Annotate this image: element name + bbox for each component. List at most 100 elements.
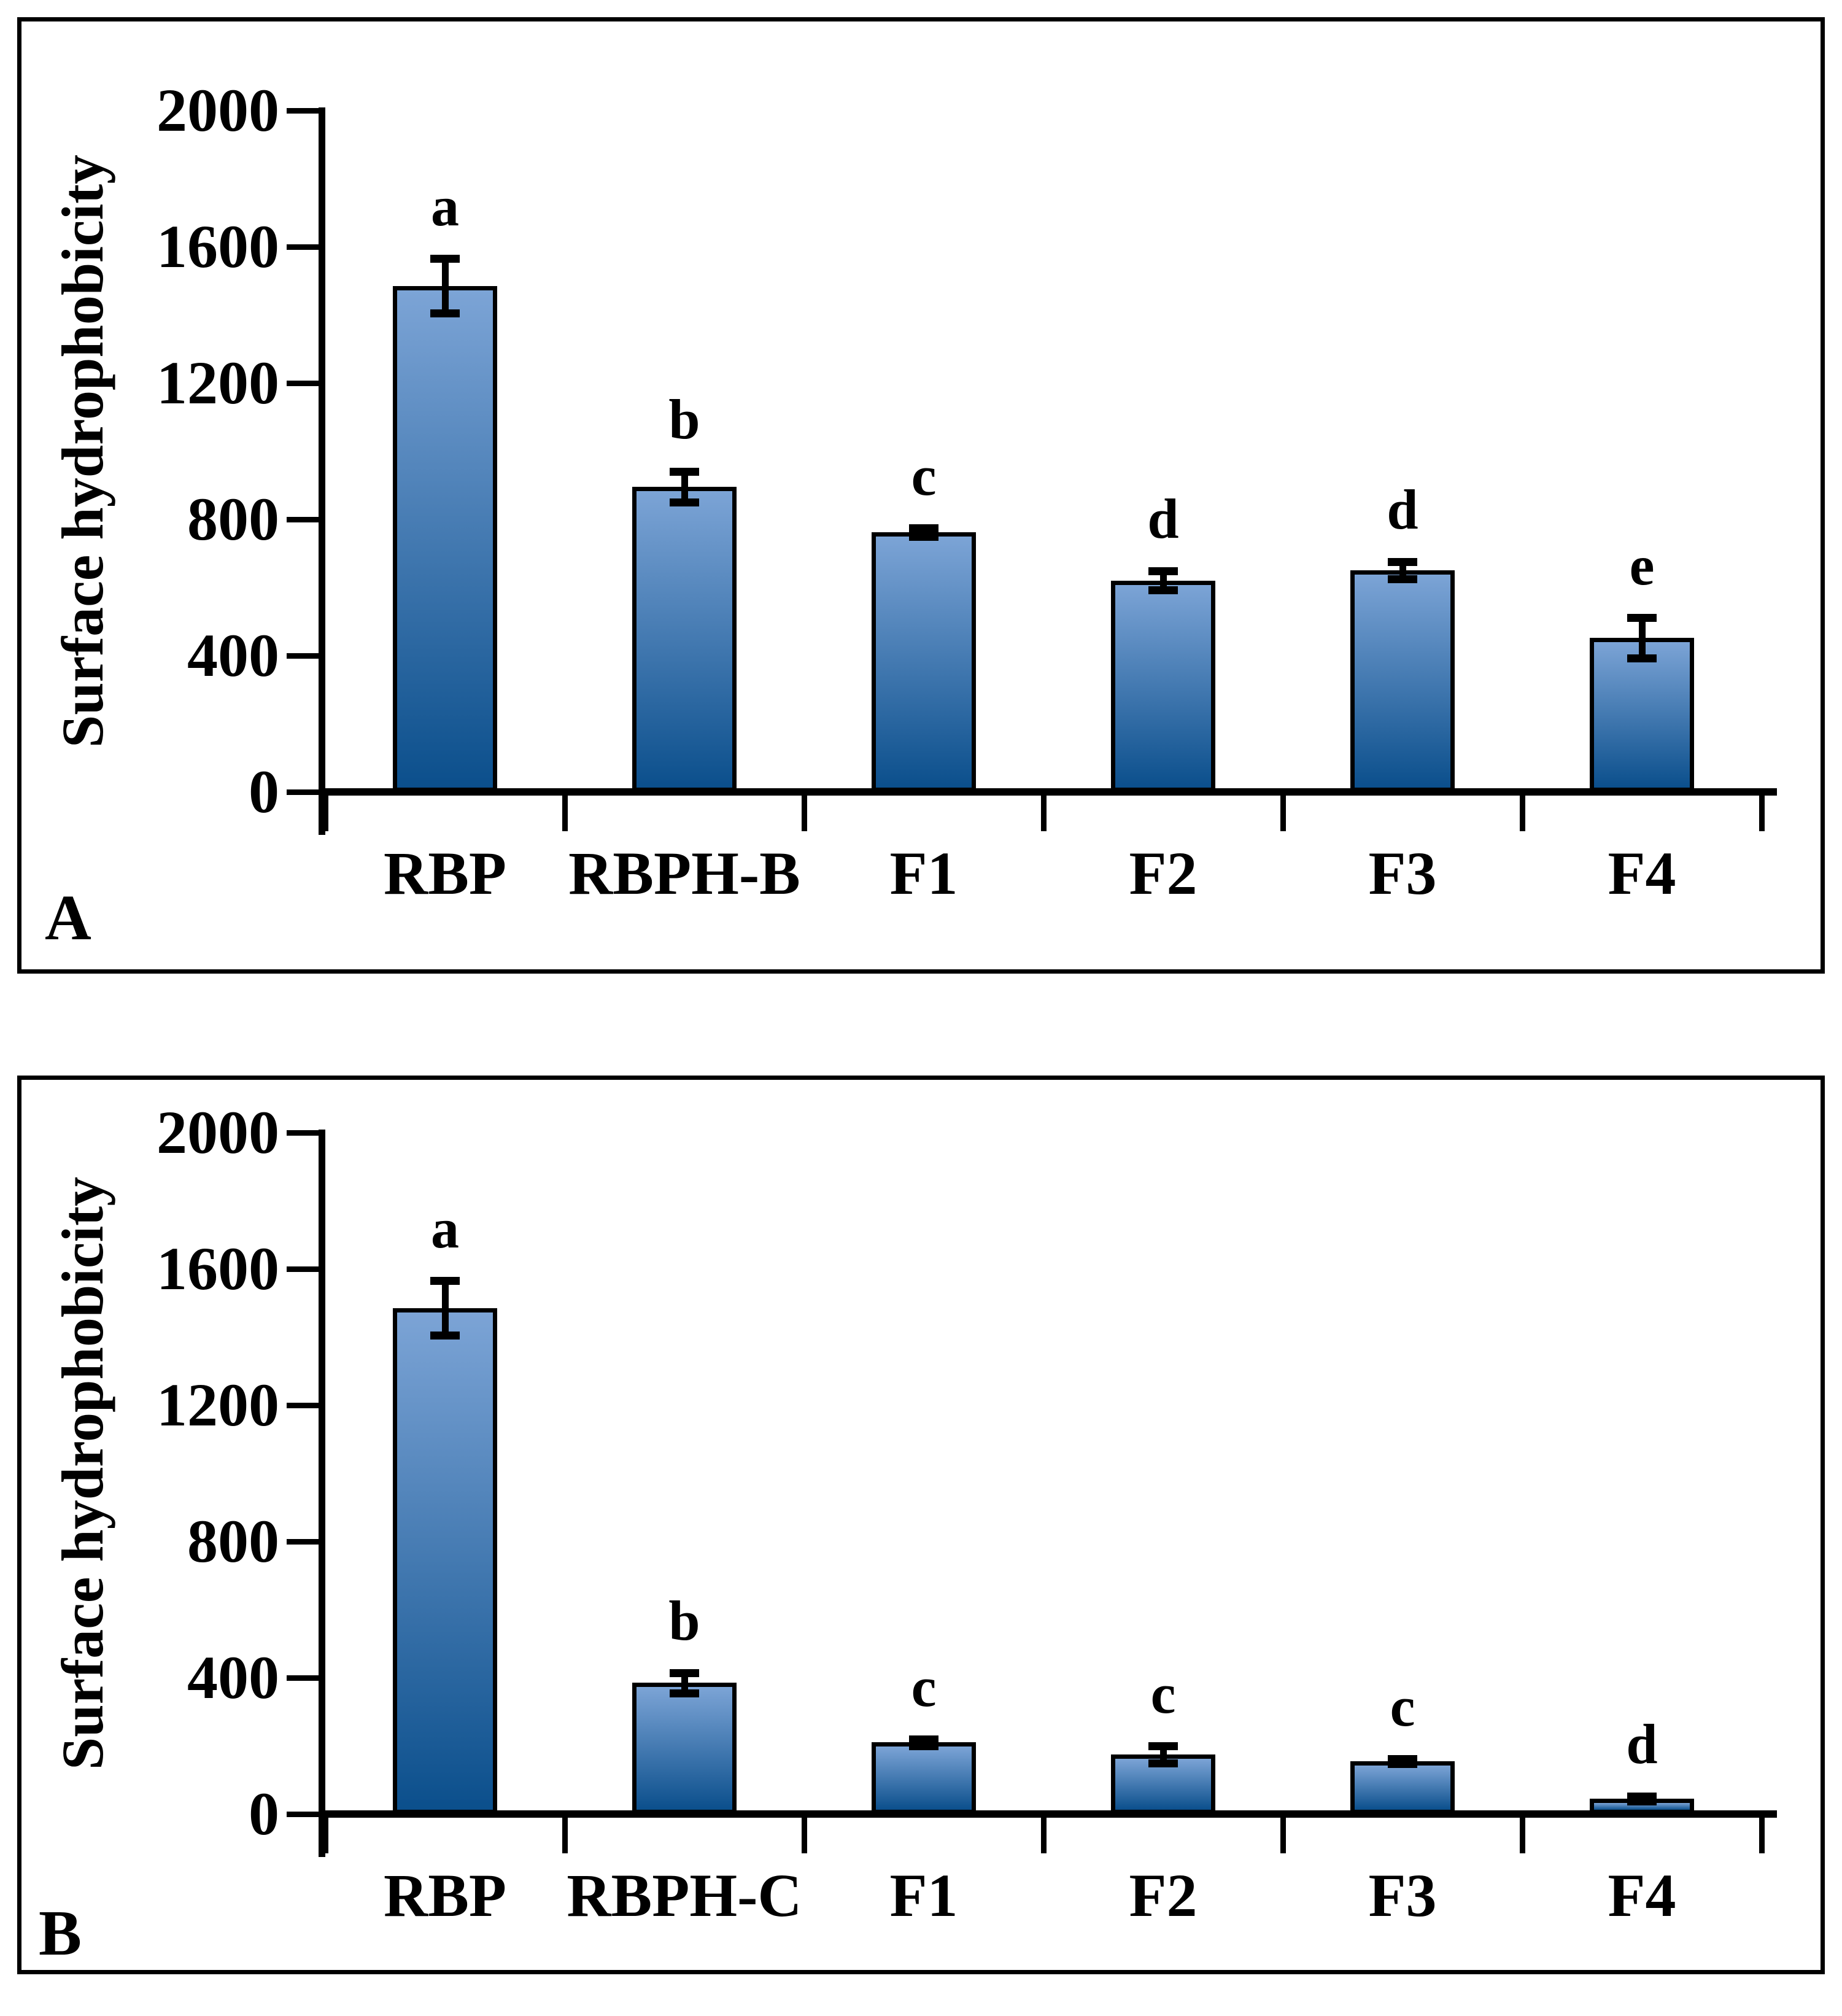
y-tick-label: 1600 <box>157 212 279 281</box>
y-tick-mark <box>287 1812 319 1817</box>
x-category-label: F1 <box>889 1861 958 1929</box>
x-axis-line <box>319 788 1777 796</box>
x-category-label: F1 <box>889 839 958 907</box>
bar-rbp <box>393 285 497 792</box>
error-bar-line <box>1399 562 1406 580</box>
y-tick-mark <box>287 108 319 114</box>
y-axis-title-b: Surface hydrophobicity <box>50 1176 115 1770</box>
error-bar-cap-bottom <box>670 1689 699 1697</box>
plot-area-a: 0 400 800 1200 1600 2000 a RBP b RBPH-B c F1 d F2 d F3 e… <box>157 76 1777 907</box>
panel-letter-a: A <box>45 882 91 953</box>
x-tick-mark <box>562 1818 568 1853</box>
error-bar-line <box>1638 617 1646 659</box>
x-tick-mark <box>1520 796 1525 831</box>
error-bar-cap-bottom <box>1627 1797 1657 1806</box>
y-tick-label: 2000 <box>157 76 279 144</box>
y-axis-line <box>319 1130 325 1857</box>
y-tick-mark <box>287 244 319 250</box>
sig-letter: b <box>668 1589 700 1652</box>
error-bar-cap-top <box>909 1735 938 1743</box>
x-tick-mark <box>1520 1818 1525 1853</box>
error-bar-cap-bottom <box>1148 586 1178 595</box>
error-bar-cap-top <box>430 255 460 263</box>
y-tick-mark <box>287 789 319 795</box>
y-tick-mark <box>287 381 319 386</box>
y-tick-label: 2000 <box>157 1098 279 1166</box>
y-tick-label: 400 <box>187 621 279 689</box>
sig-letter: c <box>911 1655 937 1718</box>
y-tick-label: 400 <box>187 1643 279 1712</box>
error-bar-cap-top <box>670 1669 699 1677</box>
x-tick-mark <box>562 796 568 831</box>
y-tick-mark <box>287 1539 319 1545</box>
sig-letter: c <box>911 444 937 508</box>
y-tick-label: 800 <box>187 1507 279 1575</box>
error-bar-line <box>681 471 688 503</box>
error-bar-line <box>681 1672 688 1693</box>
error-bar-line <box>1159 571 1167 591</box>
y-axis-line <box>319 107 325 835</box>
x-category-label: F2 <box>1129 1861 1198 1929</box>
sig-letter: b <box>668 388 700 451</box>
x-tick-mark <box>1041 1818 1047 1853</box>
error-bar-cap-top <box>909 524 938 533</box>
panel-letter-b: B <box>39 1897 82 1969</box>
error-bar-cap-top <box>430 1277 460 1285</box>
y-tick-mark <box>287 1130 319 1136</box>
panel-a: Surface hydrophobicity 0 400 800 1200 1600 20… <box>17 17 1825 974</box>
y-tick-mark <box>287 1403 319 1408</box>
bar-rbp <box>393 1308 497 1814</box>
x-axis-line <box>319 1810 1777 1818</box>
x-category-label: RBP <box>384 1861 506 1929</box>
x-category-label: F2 <box>1129 839 1198 907</box>
y-tick-label: 0 <box>249 1780 279 1848</box>
x-tick-mark <box>1041 796 1047 831</box>
x-category-label: F3 <box>1368 1861 1437 1929</box>
sig-letter: d <box>1626 1712 1658 1775</box>
y-axis-title-a: Surface hydrophobicity <box>50 154 115 748</box>
plot-area-b: 0 400 800 1200 1600 2000 a RBP b RBPH-C c F1 c F2 c F3 d… <box>157 1098 1777 1929</box>
error-bar-cap-bottom <box>909 1742 938 1750</box>
error-bar-cap-bottom <box>909 532 938 541</box>
y-tick-mark <box>287 653 319 659</box>
error-bar-cap-bottom <box>1627 654 1657 663</box>
y-tick-label: 1200 <box>157 1371 279 1439</box>
error-bar-cap-top <box>670 468 699 476</box>
error-bar-line <box>441 1281 449 1336</box>
x-category-label: RBP <box>384 839 506 907</box>
x-tick-mark <box>802 796 807 831</box>
y-tick-mark <box>287 1675 319 1681</box>
bar-f2 <box>1111 580 1215 792</box>
sig-letter: a <box>431 1197 459 1260</box>
x-category-label: F3 <box>1368 839 1437 907</box>
error-bar-cap-bottom <box>430 309 460 318</box>
x-category-label: RBPH-C <box>567 1861 802 1929</box>
error-bar-cap-bottom <box>1388 1760 1417 1769</box>
error-bar-line <box>441 258 449 314</box>
error-bar-cap-bottom <box>430 1332 460 1340</box>
x-tick-mark <box>1280 1818 1286 1853</box>
error-bar-cap-bottom <box>1388 575 1417 584</box>
sig-letter: d <box>1147 487 1179 551</box>
bar-f1 <box>872 1742 976 1814</box>
sig-letter: c <box>1150 1662 1176 1725</box>
y-tick-label: 800 <box>187 485 279 553</box>
sig-letter: d <box>1387 478 1418 541</box>
x-tick-mark <box>1280 796 1286 831</box>
bar-rbph-b <box>632 487 737 792</box>
sig-letter: c <box>1390 1675 1415 1738</box>
x-tick-mark <box>323 796 328 831</box>
x-category-label: F4 <box>1608 839 1676 907</box>
x-category-label: F4 <box>1608 1861 1676 1929</box>
bar-f3 <box>1350 570 1455 792</box>
bar-f3 <box>1350 1761 1455 1814</box>
y-tick-label: 1200 <box>157 349 279 417</box>
bar-f1 <box>872 532 976 792</box>
y-tick-label: 1600 <box>157 1235 279 1303</box>
y-tick-mark <box>287 1266 319 1272</box>
error-bar-cap-top <box>1148 567 1178 576</box>
sig-letter: a <box>431 175 459 238</box>
y-tick-label: 0 <box>249 758 279 826</box>
bar-rbph-c <box>632 1683 737 1814</box>
